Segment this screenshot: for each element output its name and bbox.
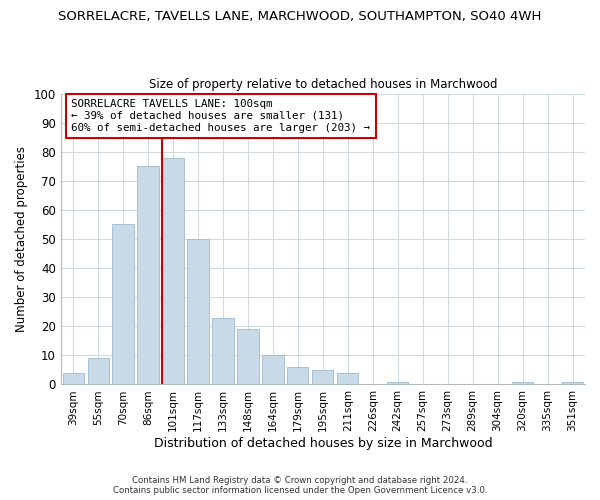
Text: Contains HM Land Registry data © Crown copyright and database right 2024.
Contai: Contains HM Land Registry data © Crown c… <box>113 476 487 495</box>
Bar <box>337 373 358 384</box>
Bar <box>212 318 233 384</box>
X-axis label: Distribution of detached houses by size in Marchwood: Distribution of detached houses by size … <box>154 437 492 450</box>
Bar <box>512 382 533 384</box>
Bar <box>387 382 409 384</box>
Bar <box>137 166 158 384</box>
Bar <box>187 239 209 384</box>
Title: Size of property relative to detached houses in Marchwood: Size of property relative to detached ho… <box>149 78 497 91</box>
Y-axis label: Number of detached properties: Number of detached properties <box>15 146 28 332</box>
Bar <box>62 373 84 384</box>
Bar <box>562 382 583 384</box>
Text: SORRELACRE, TAVELLS LANE, MARCHWOOD, SOUTHAMPTON, SO40 4WH: SORRELACRE, TAVELLS LANE, MARCHWOOD, SOU… <box>58 10 542 23</box>
Text: SORRELACRE TAVELLS LANE: 100sqm
← 39% of detached houses are smaller (131)
60% o: SORRELACRE TAVELLS LANE: 100sqm ← 39% of… <box>71 100 370 132</box>
Bar <box>163 158 184 384</box>
Bar <box>312 370 334 384</box>
Bar <box>238 329 259 384</box>
Bar <box>112 224 134 384</box>
Bar <box>287 367 308 384</box>
Bar <box>88 358 109 384</box>
Bar <box>262 356 284 384</box>
